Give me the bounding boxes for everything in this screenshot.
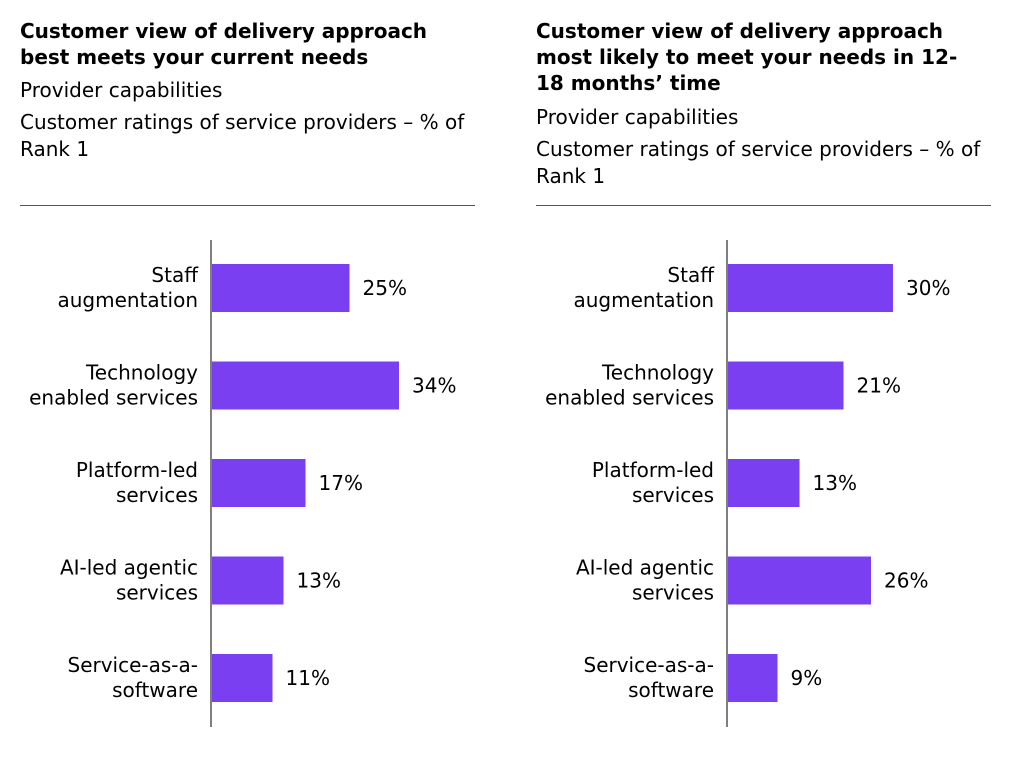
header-divider xyxy=(536,205,991,206)
category-label: AI-led agentic services xyxy=(60,556,198,605)
bar-2 xyxy=(728,361,844,410)
data-label: 11% xyxy=(286,666,330,690)
chart-subtitle-provider: Provider capabilities xyxy=(20,78,223,102)
chart-panel-future: Customer view of delivery approach most … xyxy=(516,0,991,765)
chart-title: Customer view of delivery approach best … xyxy=(20,19,428,69)
bar-2 xyxy=(212,361,399,410)
category-label: Staff augmentation xyxy=(574,263,716,312)
data-label: 26% xyxy=(884,569,928,593)
category-label: AI-led agentic services xyxy=(576,556,714,605)
category-label: Technology enabled services xyxy=(545,361,714,410)
bar-4 xyxy=(212,556,284,605)
bar-3 xyxy=(212,459,306,507)
bar-5 xyxy=(212,654,273,702)
bar-5 xyxy=(728,654,778,702)
chart-panel-current: Customer view of delivery approach best … xyxy=(0,0,475,765)
chart-subtitle-ratings: Customer ratings of service providers – … xyxy=(20,110,465,161)
data-label: 34% xyxy=(412,374,456,398)
data-label: 13% xyxy=(297,569,341,593)
data-label: 21% xyxy=(857,374,901,398)
chart-subtitle-provider: Provider capabilities xyxy=(536,105,739,129)
header-divider xyxy=(20,205,475,206)
chart-title: Customer view of delivery approach most … xyxy=(536,19,958,95)
category-label: Technology enabled services xyxy=(29,361,198,410)
bar-chart-current: Staff augmentation 25% Technology enabled se… xyxy=(29,240,456,727)
data-label: 9% xyxy=(791,666,823,690)
data-label: 30% xyxy=(906,276,950,300)
bar-3 xyxy=(728,459,800,507)
bar-1 xyxy=(728,264,893,312)
data-label: 13% xyxy=(813,471,857,495)
category-label: Platform-led services xyxy=(592,458,714,507)
category-label: Platform-led services xyxy=(76,458,198,507)
category-label: Service-as-a-software xyxy=(584,653,715,702)
chart-subtitle-ratings: Customer ratings of service providers – … xyxy=(536,137,981,188)
data-label: 17% xyxy=(319,471,363,495)
bar-chart-future: Staff augmentation 30% Technology enabled se… xyxy=(545,240,950,727)
data-label: 25% xyxy=(363,276,407,300)
bar-4 xyxy=(728,556,871,605)
bar-1 xyxy=(212,264,350,312)
category-label: Service-as-a-software xyxy=(68,653,199,702)
category-label: Staff augmentation xyxy=(58,263,200,312)
